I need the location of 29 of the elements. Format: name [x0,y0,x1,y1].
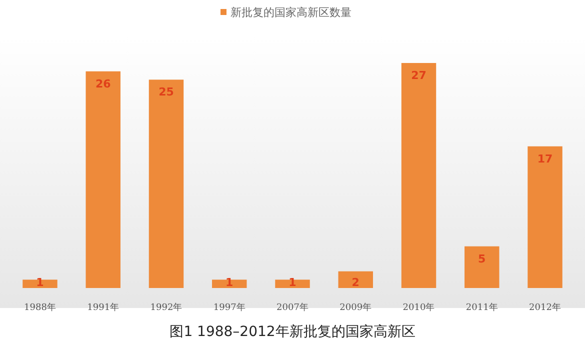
x-tick-label: 1992年 [150,302,182,313]
x-tick-label: 1991年 [87,302,120,313]
bar [275,280,310,288]
x-tick-label: 1997年 [213,302,246,313]
data-label: 25 [158,86,174,99]
bar [528,146,562,288]
bar [22,280,58,288]
data-label: 2 [352,276,360,289]
x-tick-label: 2012年 [529,302,561,313]
bar [212,280,247,288]
bar [148,80,184,288]
text: 图1 1988–2012年新批复的国家高新区 [170,324,416,340]
legend-label: 新批复的国家高新区数量 [230,6,352,19]
bar [86,71,120,288]
x-tick-label: 1988年 [24,302,56,313]
data-label: 26 [95,77,112,90]
bar [464,246,500,288]
data-label: 1 [226,276,234,289]
bar [401,63,436,288]
bar [338,271,373,288]
x-tick-label: 2010年 [402,302,435,313]
data-label: 27 [411,69,426,82]
x-tick-label: 2011年 [466,302,498,313]
x-tick-label: 2007年 [276,302,308,313]
x-tick-label: 2009年 [340,302,372,313]
data-label: 1 [288,276,296,289]
data-label: 1 [36,276,44,289]
data-label: 17 [537,152,553,166]
data-label: 5 [478,252,486,266]
